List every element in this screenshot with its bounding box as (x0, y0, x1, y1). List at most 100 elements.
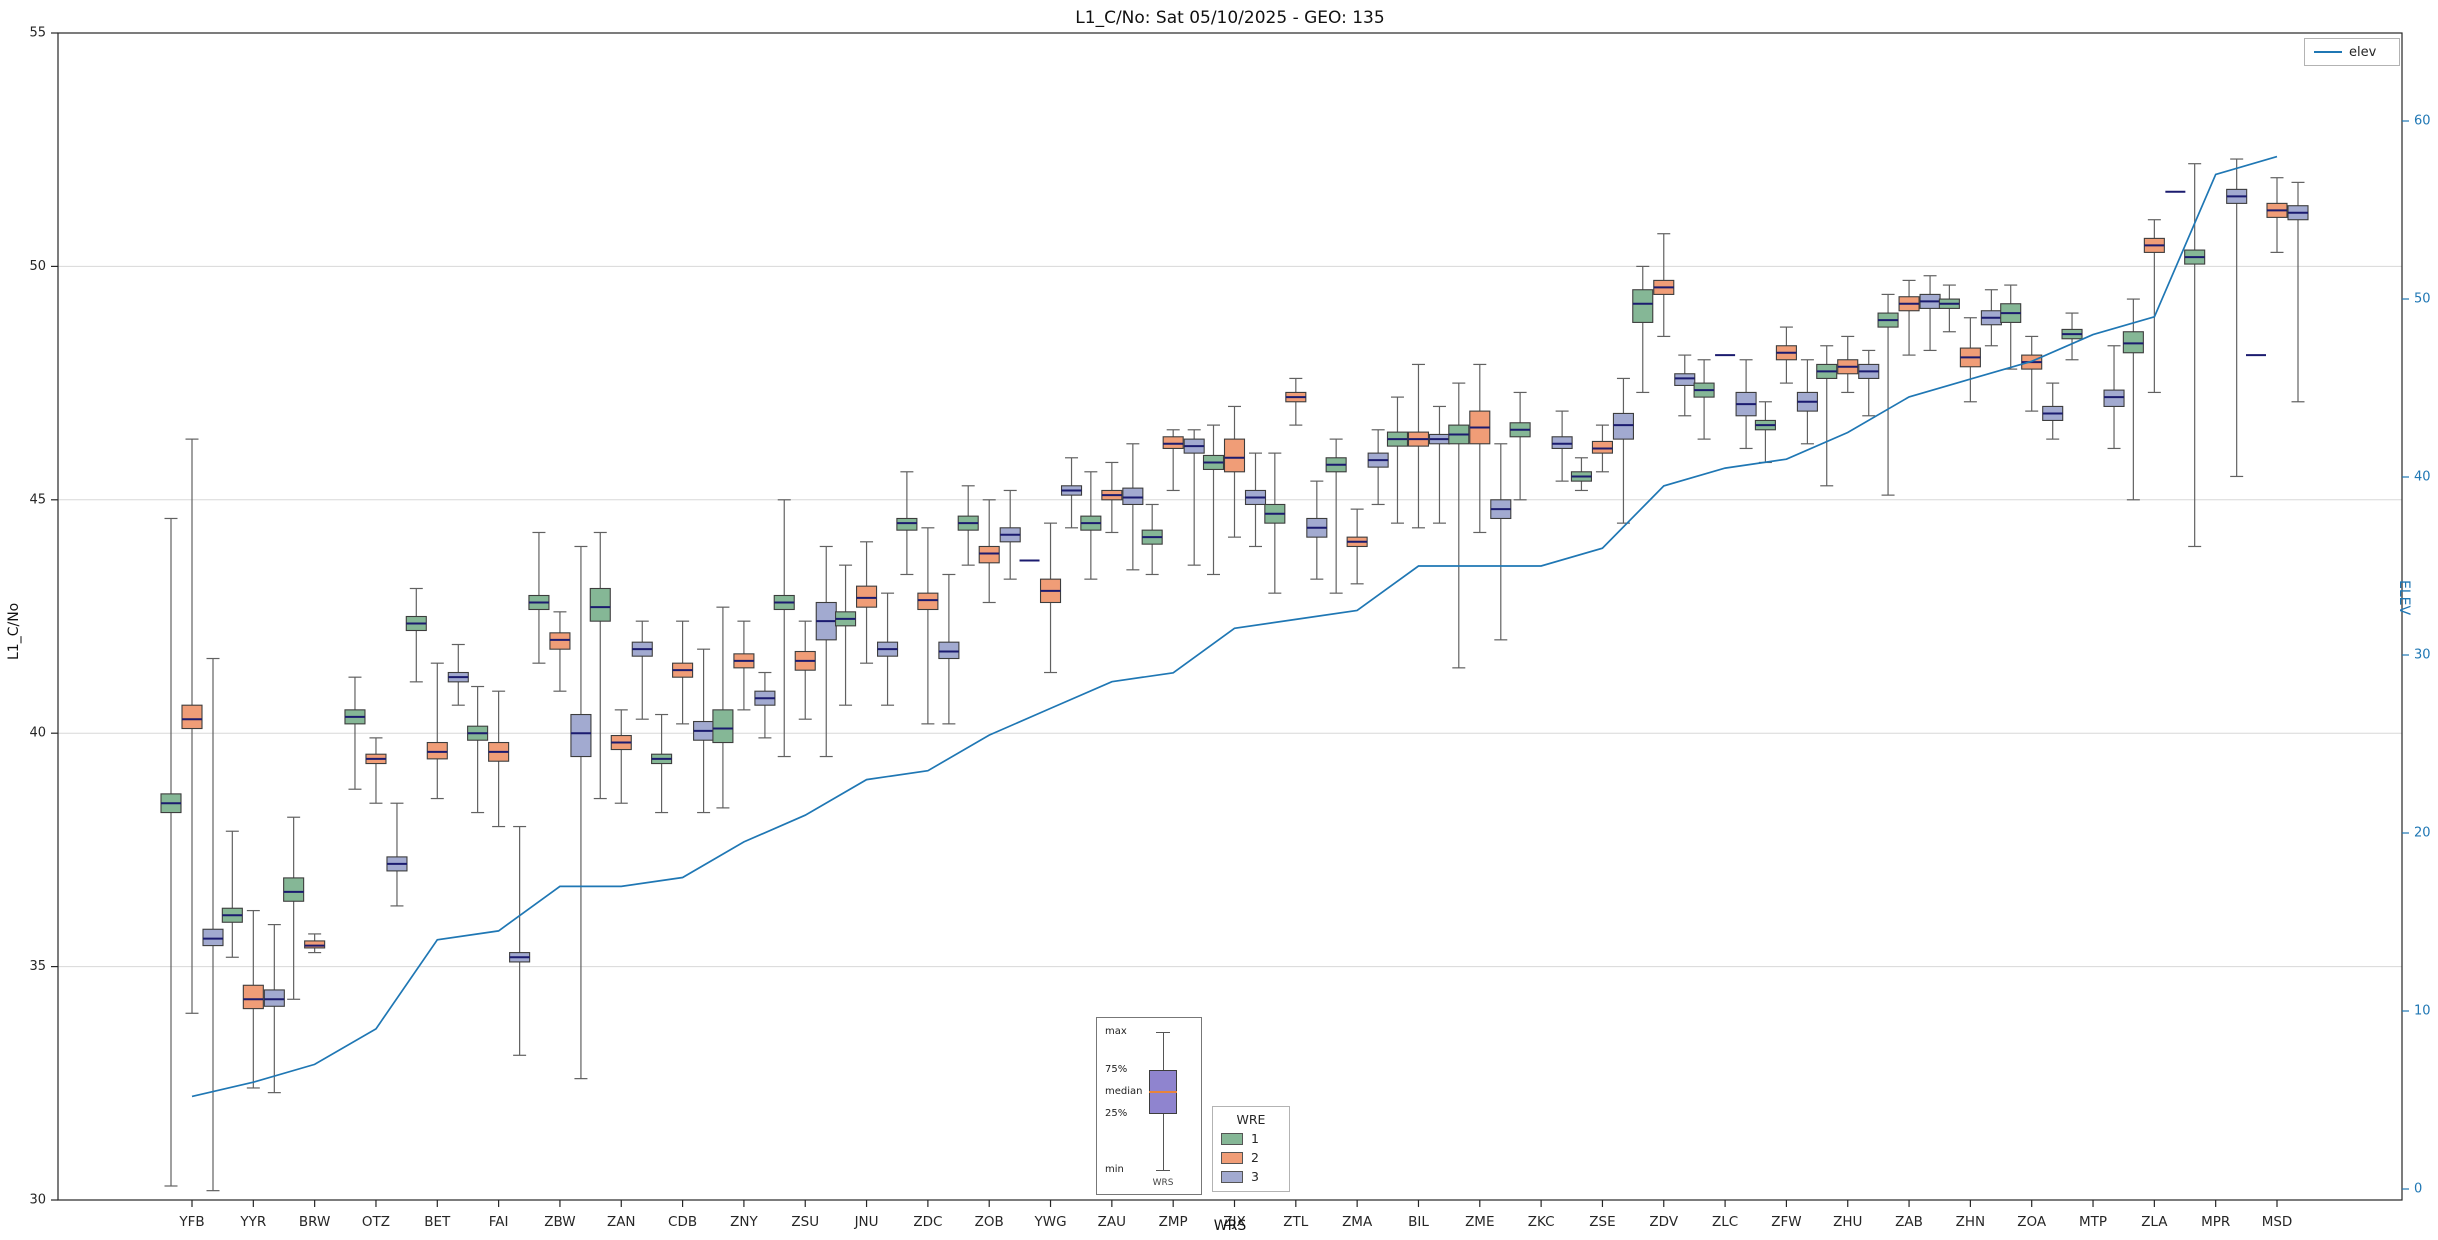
y-tick-label-right: 10 (2414, 1004, 2431, 1019)
x-tick-label: ZOB (975, 1214, 1004, 1230)
x-tick-label: ZAB (1895, 1214, 1923, 1230)
x-tick-label: ZKC (1528, 1214, 1555, 1230)
x-tick-label: JNU (854, 1214, 879, 1230)
x-tick-label: ZAN (607, 1214, 636, 1230)
x-tick-label: ZNY (730, 1214, 758, 1230)
wre-legend-entry: 1 (1221, 1131, 1281, 1146)
box (2122, 331, 2144, 354)
box (549, 632, 571, 650)
x-tick-label: ZDC (913, 1214, 942, 1230)
box (856, 585, 878, 608)
x-tick-label: YYR (239, 1214, 266, 1230)
x-tick-label: ZLC (1712, 1214, 1738, 1230)
box (2103, 389, 2125, 407)
wre-legend: WRE 1 2 3 (1212, 1106, 1290, 1192)
x-tick-label: MTP (2079, 1214, 2107, 1230)
annotation-wrs-label: WRS (1152, 1178, 1174, 1188)
elev-line-icon (2314, 51, 2342, 53)
wre-legend-entry: 3 (1221, 1169, 1281, 1184)
box (202, 928, 224, 947)
wre-legend-entries: 1 2 3 (1221, 1131, 1281, 1184)
x-tick-label: CDB (668, 1214, 697, 1230)
box (242, 984, 264, 1010)
x-tick-label: ZFW (1771, 1214, 1801, 1230)
annotation-max-label: max (1105, 1026, 1127, 1037)
box (304, 940, 326, 949)
x-tick-label: ZLA (2141, 1214, 2168, 1230)
x-tick-label: ZBW (544, 1214, 575, 1230)
y-tick-label-left: 50 (29, 259, 46, 274)
x-tick-label: ZHN (1956, 1214, 1986, 1230)
plot-frame (57, 32, 2403, 1201)
elev-line (191, 155, 2278, 1098)
mini-boxplot-median (1149, 1091, 1177, 1093)
wre-entry-label: 1 (1251, 1131, 1259, 1146)
x-tick-label: ZOA (2017, 1214, 2047, 1230)
box (1551, 436, 1573, 450)
box (589, 587, 611, 622)
x-tick-label: ZTL (1283, 1214, 1308, 1230)
box (938, 641, 960, 660)
annotation-75pct-label: 75% (1105, 1064, 1128, 1075)
y-tick-label-left: 45 (29, 492, 46, 507)
y-axis-label-left: L1_C/No (6, 602, 22, 660)
box (570, 713, 592, 758)
annotation-min-label: min (1105, 1164, 1124, 1175)
box (1122, 487, 1144, 506)
x-tick-label: ZSU (791, 1214, 819, 1230)
x-tick-label: BET (424, 1214, 451, 1230)
x-tick-label: ZME (1465, 1214, 1494, 1230)
box (181, 704, 203, 730)
y-tick-label-left: 35 (29, 959, 46, 974)
elev-legend-label: elev (2349, 44, 2377, 60)
boxplot-key-annotation: max 75% median 25% min WRS (1096, 1017, 1202, 1195)
y-tick-label-right: 0 (2414, 1182, 2422, 1197)
box (1632, 289, 1654, 323)
y-tick-label-left: 55 (29, 26, 46, 41)
box (896, 517, 918, 531)
box (426, 741, 448, 760)
annotation-25pct-label: 25% (1105, 1108, 1128, 1119)
x-tick-label: YFB (178, 1214, 204, 1230)
x-tick-label: MPR (2201, 1214, 2230, 1230)
x-tick-label: OTZ (362, 1214, 390, 1230)
wre-color-swatch-icon (1221, 1151, 1243, 1164)
x-tick-label: ZSE (1589, 1214, 1615, 1230)
box (263, 989, 285, 1007)
x-tick-label: ZJX (1223, 1214, 1245, 1230)
y-tick-label-left: 30 (29, 1193, 46, 1208)
box (712, 709, 734, 744)
box (1162, 436, 1184, 450)
x-tick-label: YWG (1033, 1214, 1066, 1230)
y-tick-label-right: 50 (2414, 292, 2431, 307)
wre-entry-label: 3 (1251, 1169, 1259, 1184)
x-tick-label: BIL (1408, 1214, 1429, 1230)
y-axis-label-right: ELEV (2396, 580, 2412, 616)
x-tick-label: ZAU (1098, 1214, 1126, 1230)
mini-boxplot-cap-bottom (1156, 1170, 1170, 1171)
wre-color-swatch-icon (1221, 1170, 1243, 1183)
elev-legend: elev (2304, 38, 2400, 66)
box (283, 877, 305, 902)
x-tick-label: ZHU (1833, 1214, 1862, 1230)
x-tick-label: ZMP (1159, 1214, 1188, 1230)
x-tick-label: ZDV (1649, 1214, 1678, 1230)
wre-legend-title: WRE (1236, 1112, 1266, 1127)
mini-boxplot-cap-top (1156, 1032, 1170, 1033)
box (1591, 440, 1613, 454)
y-tick-label-left: 40 (29, 726, 46, 741)
annotation-median-label: median (1105, 1086, 1143, 1097)
x-tick-label: MSD (2262, 1214, 2293, 1230)
box (1612, 412, 1634, 440)
box (978, 545, 1000, 564)
box (917, 592, 939, 611)
y-tick-label-right: 40 (2414, 470, 2431, 485)
box (1674, 373, 1696, 386)
wre-legend-entry: 2 (1221, 1150, 1281, 1165)
wre-color-swatch-icon (1221, 1132, 1243, 1145)
box (1223, 438, 1246, 473)
x-tick-label: BRW (299, 1214, 330, 1230)
y-tick-label-right: 20 (2414, 826, 2431, 841)
